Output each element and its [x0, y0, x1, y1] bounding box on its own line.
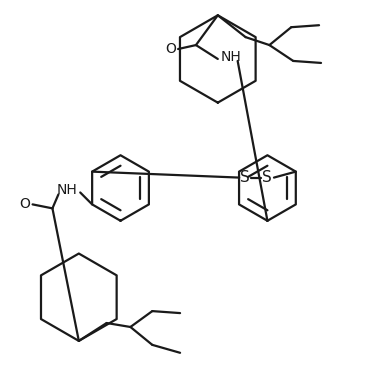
Text: NH: NH: [220, 50, 241, 64]
Text: S: S: [262, 170, 272, 185]
Text: NH: NH: [57, 183, 78, 197]
Text: S: S: [240, 170, 250, 185]
Text: O: O: [19, 197, 30, 211]
Text: O: O: [166, 42, 177, 56]
